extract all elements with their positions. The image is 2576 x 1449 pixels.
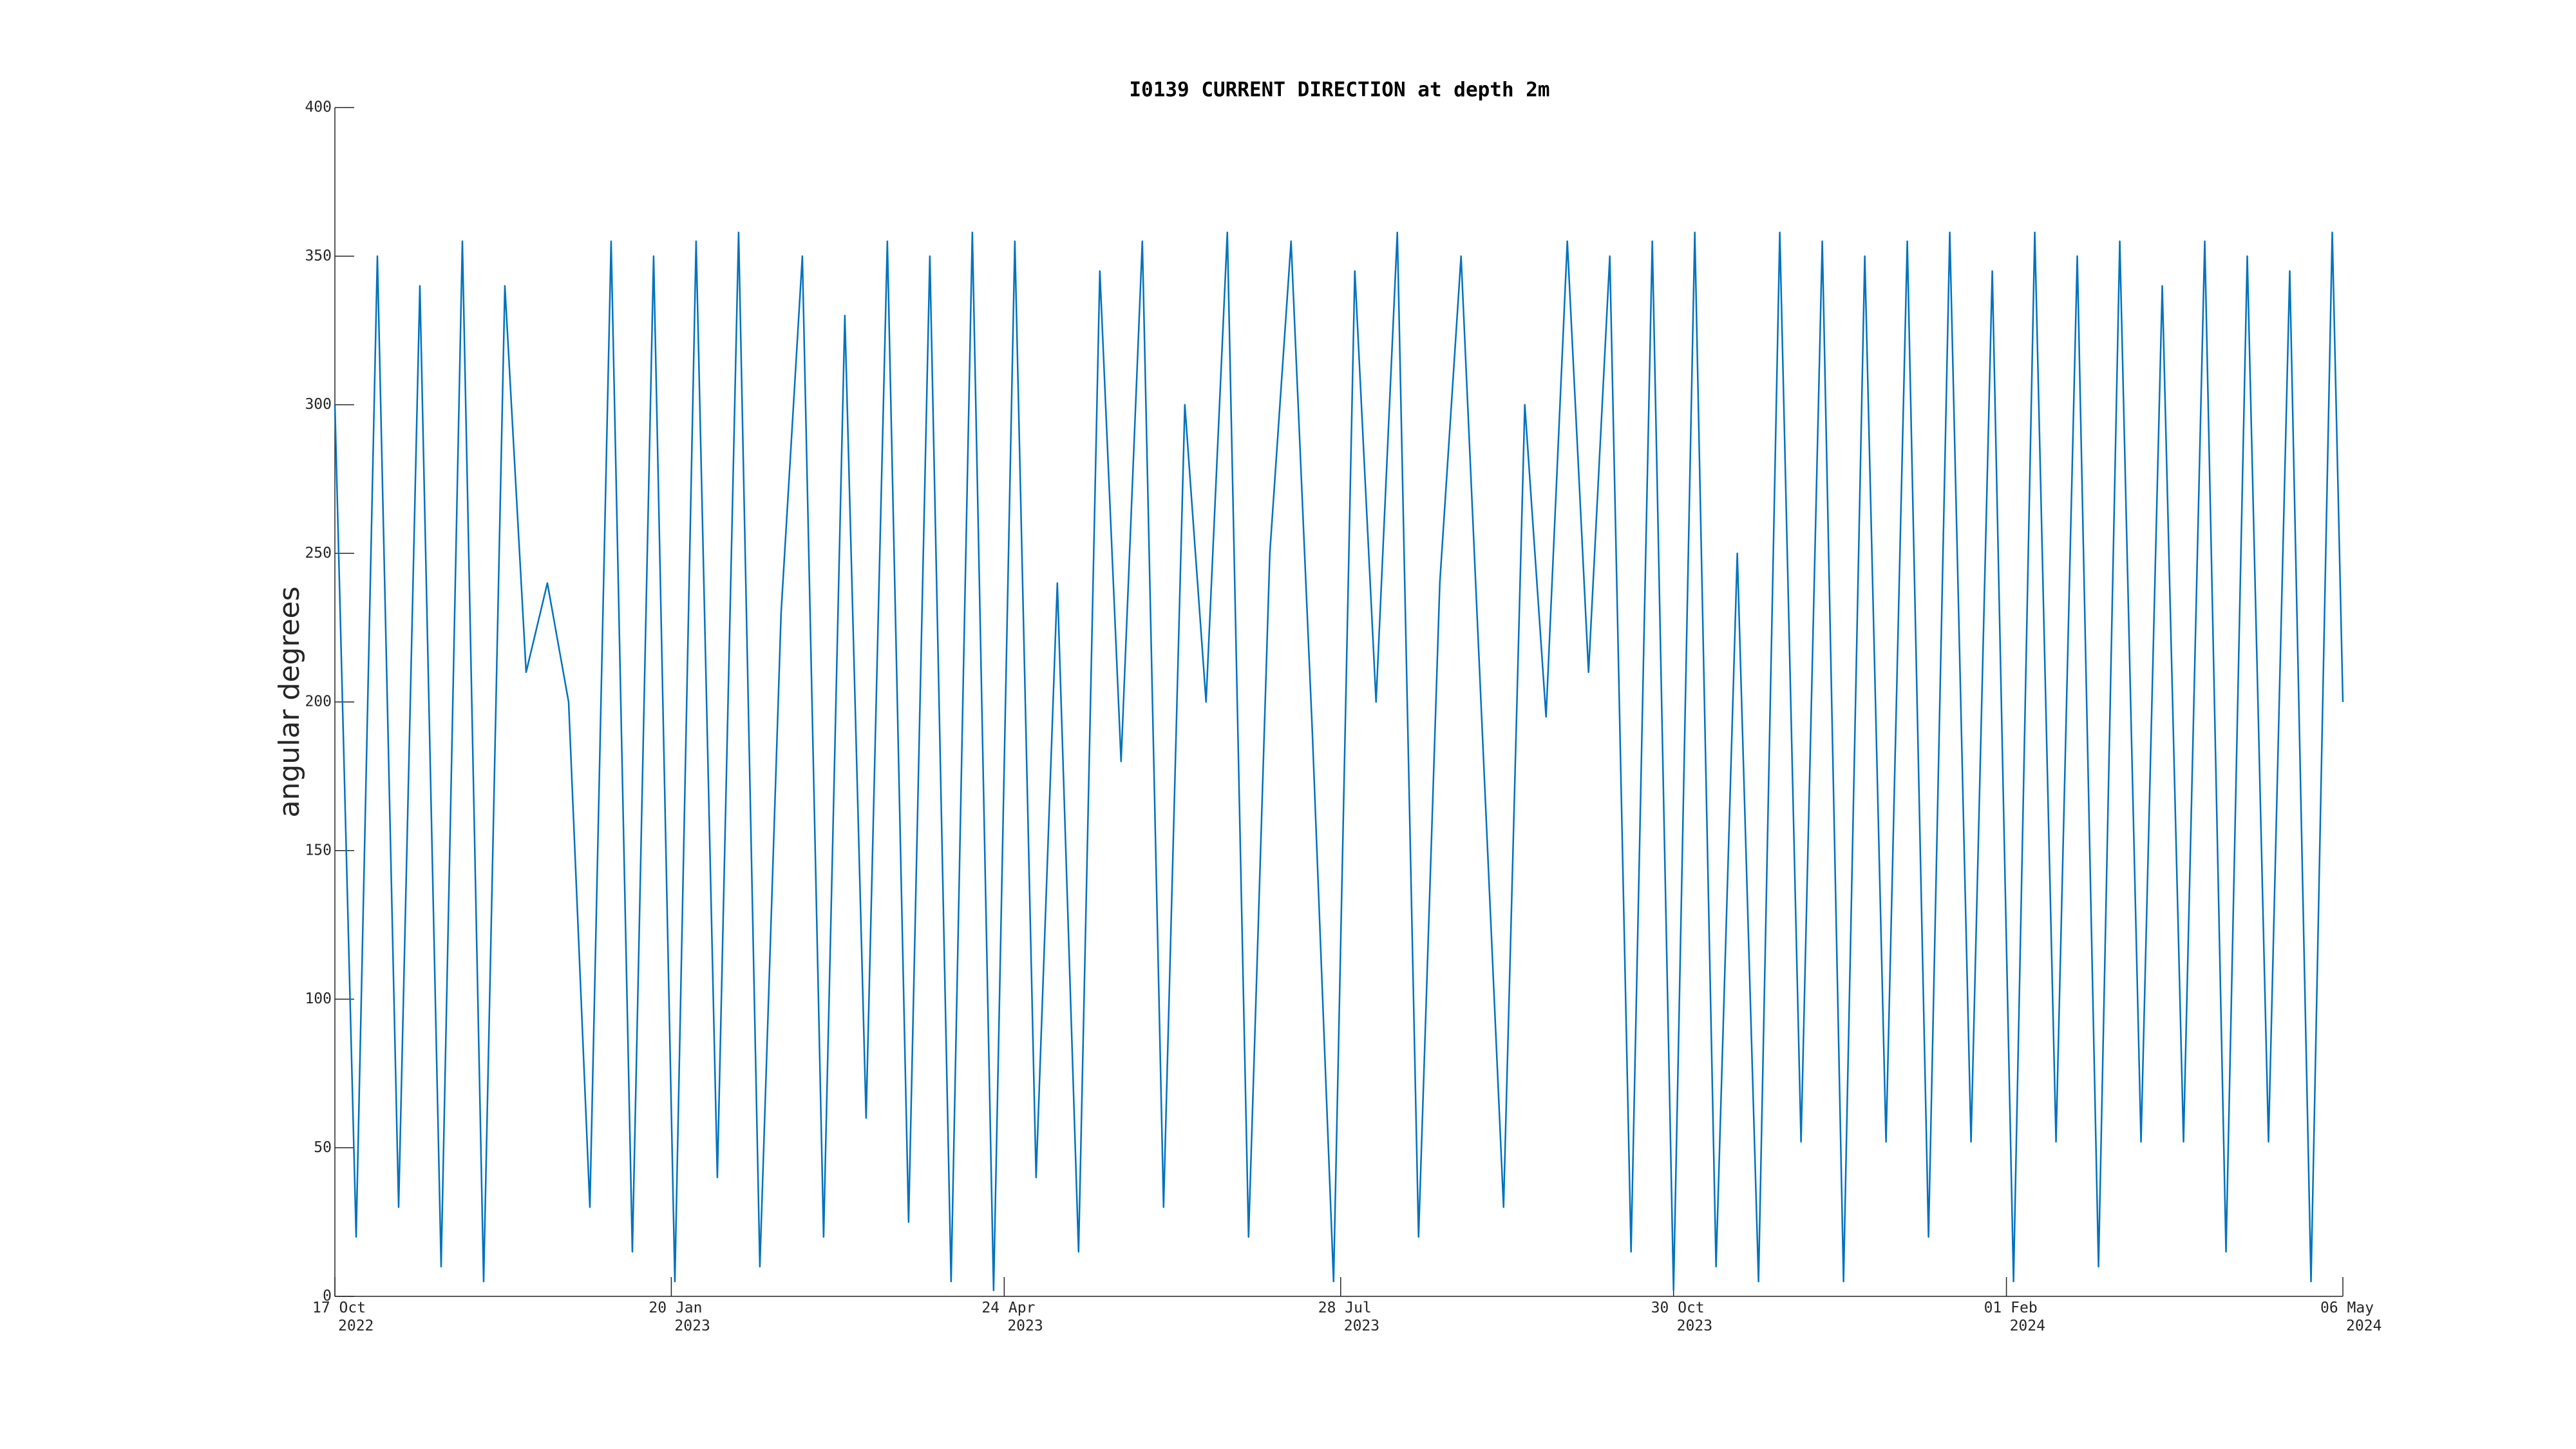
x-tick-label-line: 2023 bbox=[1007, 1318, 1043, 1334]
x-tick-label-line: 06 May bbox=[2320, 1300, 2374, 1316]
y-tick-label: 300 bbox=[305, 396, 332, 413]
x-tick-label-line: 01 Feb bbox=[1984, 1300, 2038, 1316]
x-tick-label: 06 May 2024 bbox=[2320, 1299, 2449, 1335]
y-tick-label: 150 bbox=[305, 842, 332, 858]
y-tick-label: 100 bbox=[305, 990, 332, 1007]
y-tick-label: 400 bbox=[305, 99, 332, 116]
x-tick-label: 30 Oct 2023 bbox=[1651, 1299, 1780, 1335]
x-tick-label-line: 17 Oct bbox=[312, 1300, 366, 1316]
data-line bbox=[334, 231, 2344, 1292]
x-tick-label: 17 Oct 2022 bbox=[312, 1299, 441, 1335]
x-tick-label: 24 Apr 2023 bbox=[981, 1299, 1110, 1335]
x-tick-label-line: 2023 bbox=[674, 1318, 710, 1334]
y-axis-label: angular degrees bbox=[273, 586, 306, 817]
y-tick-label: 0 bbox=[323, 1288, 332, 1305]
y-tick-label: 350 bbox=[305, 247, 332, 264]
x-tick-label: 28 Jul 2023 bbox=[1318, 1299, 1447, 1335]
y-tick-label: 200 bbox=[305, 694, 332, 710]
x-tick-label-line: 2023 bbox=[1676, 1318, 1713, 1334]
chart-title: I0139 CURRENT DIRECTION at depth 2m bbox=[1129, 79, 1549, 102]
x-tick-label-line: 30 Oct bbox=[1651, 1300, 1705, 1316]
x-tick-label-line: 28 Jul bbox=[1318, 1300, 1372, 1316]
x-tick-label-line: 24 Apr bbox=[981, 1300, 1036, 1316]
x-tick-label: 20 Jan 2023 bbox=[649, 1299, 777, 1335]
y-tick-label: 250 bbox=[305, 545, 332, 562]
x-tick-label-line: 2024 bbox=[2009, 1318, 2045, 1334]
x-tick-label-line: 2024 bbox=[2346, 1318, 2382, 1334]
x-tick-label-line: 2022 bbox=[338, 1318, 374, 1334]
x-tick-label: 01 Feb 2024 bbox=[1984, 1299, 2113, 1335]
x-tick-label-line: 2023 bbox=[1343, 1318, 1380, 1334]
y-tick-label: 50 bbox=[314, 1139, 332, 1156]
x-tick-label-line: 20 Jan bbox=[649, 1300, 703, 1316]
